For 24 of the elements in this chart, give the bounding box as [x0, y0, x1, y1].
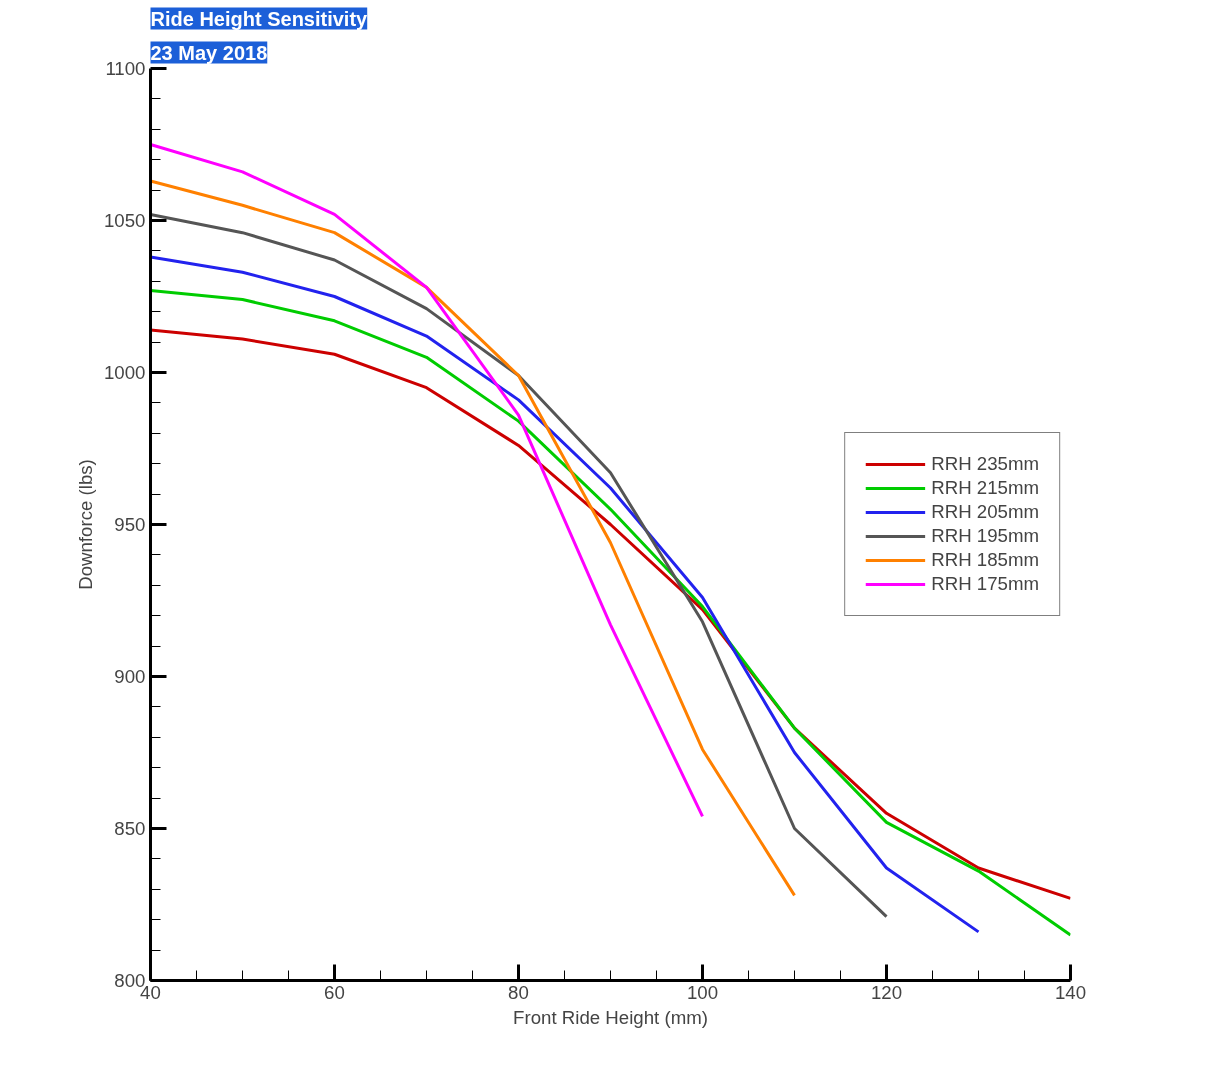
y-tick-label: 1000 [104, 362, 146, 383]
legend-label: RRH 175mm [931, 573, 1039, 595]
legend-label: RRH 185mm [931, 549, 1039, 571]
line-series [150, 212, 888, 919]
line-series [150, 143, 704, 818]
legend-label: RRH 205mm [931, 501, 1039, 523]
x-axis-title: Front Ride Height (mm) [513, 1006, 708, 1028]
x-tick-label: 100 [686, 981, 719, 1003]
legend-label: RRH 235mm [931, 453, 1039, 475]
x-tick-label: 120 [870, 981, 903, 1003]
legend-label: RRH 195mm [931, 525, 1039, 547]
y-tick-label: 1050 [104, 210, 146, 231]
y-tick-label: 1100 [105, 58, 146, 79]
line-series [150, 179, 796, 897]
y-tick-label: 900 [114, 666, 146, 687]
y-axis-title: Downforce (lbs) [75, 459, 96, 590]
legend-label: RRH 215mm [931, 477, 1039, 499]
chart-subtitle: 23 May 2018 [150, 41, 268, 64]
y-tick-label: 850 [114, 818, 146, 839]
x-tick-label: 80 [508, 981, 529, 1003]
y-tick-label: 950 [114, 514, 146, 535]
chart-title: Ride Height Sensitivity [150, 7, 369, 30]
x-tick-label: 60 [324, 981, 345, 1003]
x-tick-label: 140 [1054, 981, 1087, 1003]
